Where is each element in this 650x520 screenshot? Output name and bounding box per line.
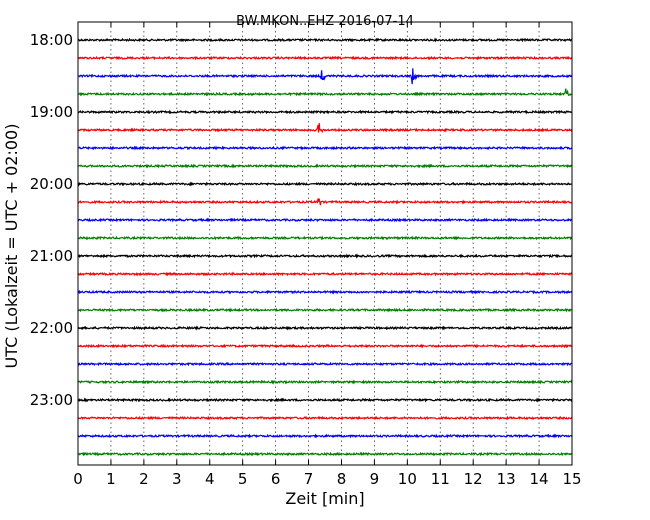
x-tick-label: 12	[464, 470, 483, 488]
seismic-trace-2330	[77, 433, 573, 439]
x-tick-label: 6	[271, 470, 281, 488]
x-tick-label: 15	[562, 470, 581, 488]
seismic-trace-1930	[77, 145, 572, 151]
seismic-trace-1830	[77, 68, 573, 85]
x-tick-labels: 0 1 2 3 4 5 6 7 8 9 10 11 12 13 14 15	[73, 470, 581, 488]
x-tick-label: 5	[238, 470, 248, 488]
seismic-trace-2030	[77, 217, 573, 223]
x-tick-label: 14	[530, 470, 549, 488]
x-tick-label: 10	[398, 470, 417, 488]
seismic-trace-1915	[77, 122, 573, 134]
seismic-trace-1845	[77, 88, 573, 97]
seismic-trace-2130	[77, 289, 573, 295]
plot-frame	[77, 21, 573, 466]
axis-ticks	[77, 22, 573, 465]
y-axis-label: UTC (Lokalzeit = UTC + 02:00)	[2, 124, 21, 369]
seismic-trace-1800	[77, 37, 573, 43]
seismic-trace-1900	[77, 109, 573, 115]
x-tick-label: 11	[431, 470, 450, 488]
x-tick-label: 0	[73, 470, 83, 488]
x-tick-label: 8	[337, 470, 347, 488]
x-tick-label: 7	[304, 470, 314, 488]
seismic-trace-2345	[77, 451, 572, 457]
y-tick-label: 21:00	[30, 247, 73, 265]
x-tick-label: 9	[370, 470, 380, 488]
seismic-trace-2045	[77, 235, 572, 241]
seismic-trace-2100	[77, 253, 573, 259]
seismic-trace-2115	[77, 271, 573, 277]
y-tick-label: 23:00	[30, 391, 73, 409]
seismic-trace-2215	[77, 343, 573, 349]
seismic-trace-2245	[77, 379, 573, 385]
grid-lines	[110, 22, 540, 465]
y-tick-labels: 18:00 19:00 20:00 21:00 22:00 23:00	[30, 31, 73, 409]
x-tick-label: 3	[172, 470, 182, 488]
seismic-trace-1945	[77, 163, 573, 169]
seismic-trace-1815	[77, 55, 573, 61]
y-tick-label: 18:00	[30, 31, 73, 49]
y-tick-label: 19:00	[30, 103, 73, 121]
x-tick-label: 1	[106, 470, 116, 488]
x-tick-label: 4	[205, 470, 215, 488]
seismic-trace-2300	[77, 397, 573, 403]
seismic-trace-2145	[77, 307, 573, 313]
seismic-trace-2000	[77, 181, 572, 187]
seismic-trace-2230	[77, 361, 572, 367]
seismic-trace-2315	[77, 415, 573, 421]
seismic-traces	[77, 37, 573, 457]
x-tick-label: 2	[139, 470, 149, 488]
x-tick-label: 13	[497, 470, 516, 488]
seismic-trace-2200	[77, 325, 573, 331]
y-tick-label: 22:00	[30, 319, 73, 337]
y-tick-label: 20:00	[30, 175, 73, 193]
seismic-trace-2015	[77, 198, 572, 206]
x-axis-label: Zeit [min]	[285, 489, 364, 508]
